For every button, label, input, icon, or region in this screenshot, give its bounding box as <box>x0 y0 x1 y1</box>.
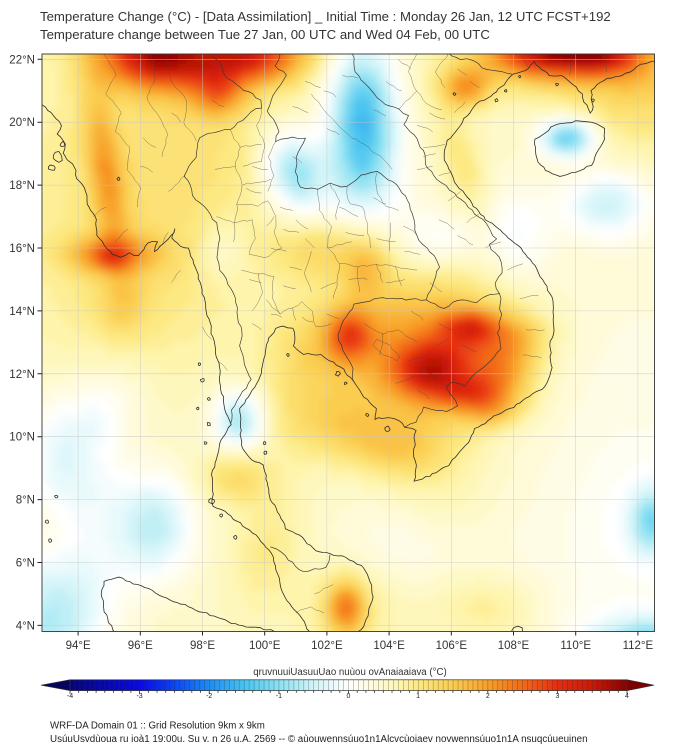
svg-text:98°E: 98°E <box>190 640 215 652</box>
svg-text:3: 3 <box>555 693 559 700</box>
svg-text:20°N: 20°N <box>9 117 35 129</box>
svg-text:100°E: 100°E <box>249 640 281 652</box>
svg-text:WRF-DA Domain 01 :: Grid Resol: WRF-DA Domain 01 :: Grid Resolution 9km … <box>50 721 265 732</box>
svg-text:106°E: 106°E <box>436 640 468 652</box>
svg-text:94°E: 94°E <box>66 640 91 652</box>
svg-text:-1: -1 <box>276 693 282 700</box>
svg-text:22°N: 22°N <box>9 54 35 66</box>
svg-text:16°N: 16°N <box>9 243 35 255</box>
svg-text:14°N: 14°N <box>9 306 35 318</box>
svg-text:96°E: 96°E <box>128 640 153 652</box>
svg-text:-2: -2 <box>206 693 212 700</box>
svg-text:102°E: 102°E <box>311 640 343 652</box>
svg-text:12°N: 12°N <box>9 369 35 381</box>
svg-text:18°N: 18°N <box>9 180 35 192</box>
svg-text:2: 2 <box>486 693 490 700</box>
svg-text:8°N: 8°N <box>16 495 35 507</box>
svg-text:4°N: 4°N <box>16 620 35 632</box>
svg-text:104°E: 104°E <box>373 640 405 652</box>
svg-text:108°E: 108°E <box>498 640 530 652</box>
svg-text:4: 4 <box>625 693 629 700</box>
svg-text:-3: -3 <box>136 693 142 700</box>
svg-text:1: 1 <box>416 693 420 700</box>
svg-text:110°E: 110°E <box>560 640 591 652</box>
svg-text:10°N: 10°N <box>9 432 35 444</box>
svg-text:UsúuUsvdùoua ru ioà1 19:00u. S: UsúuUsvdùoua ru ioà1 19:00u. Su v. n 26 … <box>50 734 588 745</box>
svg-text:112°E: 112°E <box>623 640 654 652</box>
svg-text:0: 0 <box>347 693 351 700</box>
svg-text:6°N: 6°N <box>16 558 35 570</box>
svg-text:-4: -4 <box>67 693 73 700</box>
svg-text:qruvnuuiUasuuUao nuùou ovAnaia: qruvnuuiUasuuUao nuùou ovAnaiaaiava (°C) <box>253 667 446 678</box>
